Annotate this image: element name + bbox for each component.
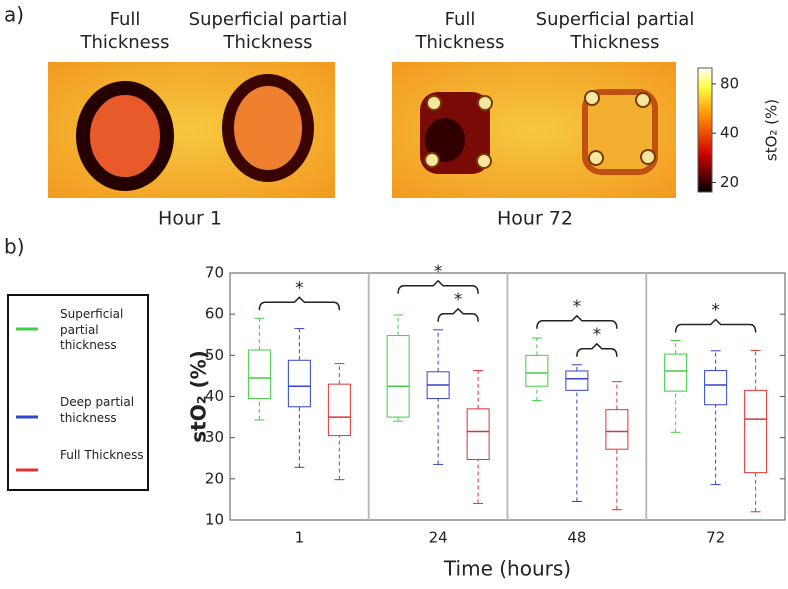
box [704, 370, 728, 406]
box [664, 353, 688, 392]
x-tick-label: 1 [295, 529, 305, 547]
box [327, 383, 351, 437]
colorbar-tick-label: 40 [720, 124, 739, 142]
y-tick-label: 50 [205, 346, 224, 364]
x-axis-label: Time (hours) [443, 557, 571, 581]
panel-label: a) [4, 3, 24, 27]
image-label: Full Thickness [80, 9, 170, 54]
colorbar-tick-label: 20 [720, 173, 739, 191]
y-tick-label: 10 [205, 511, 224, 529]
box [744, 389, 768, 474]
colorbar-label: stO₂ (%) [763, 99, 781, 161]
significance-mark: * [593, 325, 602, 345]
significance-bracket [674, 318, 757, 333]
y-tick-label: 20 [205, 469, 224, 487]
significance-mark: * [573, 297, 582, 317]
x-tick-label: 48 [567, 529, 586, 547]
significance-mark: * [454, 290, 463, 310]
box [605, 409, 629, 450]
colorbar-tick-label: 80 [720, 74, 739, 92]
image-caption: Hour 72 [497, 208, 573, 230]
image-caption: Hour 1 [158, 208, 222, 230]
significance-bracket [437, 307, 479, 322]
box [287, 359, 311, 408]
colorbar [697, 67, 713, 193]
legend-label: Full Thickness [60, 448, 144, 462]
significance-mark: * [711, 301, 720, 321]
y-tick-label: 30 [205, 428, 224, 446]
y-tick-label: 40 [205, 387, 224, 405]
heatmap-hour72 [392, 62, 676, 198]
significance-bracket [397, 279, 479, 294]
significance-mark: * [434, 262, 443, 282]
significance-mark: * [295, 278, 304, 298]
significance-bracket [536, 314, 618, 329]
x-tick-label: 24 [429, 529, 448, 547]
legend-label: Deep partial thickness [60, 395, 135, 425]
box [247, 349, 271, 400]
image-label: Superficial partial Thickness [535, 9, 695, 54]
x-tick-label: 72 [706, 529, 725, 547]
box [525, 354, 549, 387]
significance-bracket [258, 296, 341, 311]
heatmap-hour1 [48, 62, 335, 198]
significance-bracket [576, 342, 618, 357]
box [565, 370, 589, 391]
y-tick-label: 60 [205, 305, 224, 323]
y-tick-label: 70 [205, 264, 224, 282]
legend-label: Superficial partial thickness [60, 307, 124, 353]
box [466, 408, 490, 460]
y-axis-label: stO₂ (%) [187, 350, 211, 443]
panel-label: b) [4, 235, 25, 259]
image-label: Superficial partial Thickness [188, 9, 348, 54]
box [386, 335, 410, 418]
image-label: Full Thickness [415, 9, 505, 54]
